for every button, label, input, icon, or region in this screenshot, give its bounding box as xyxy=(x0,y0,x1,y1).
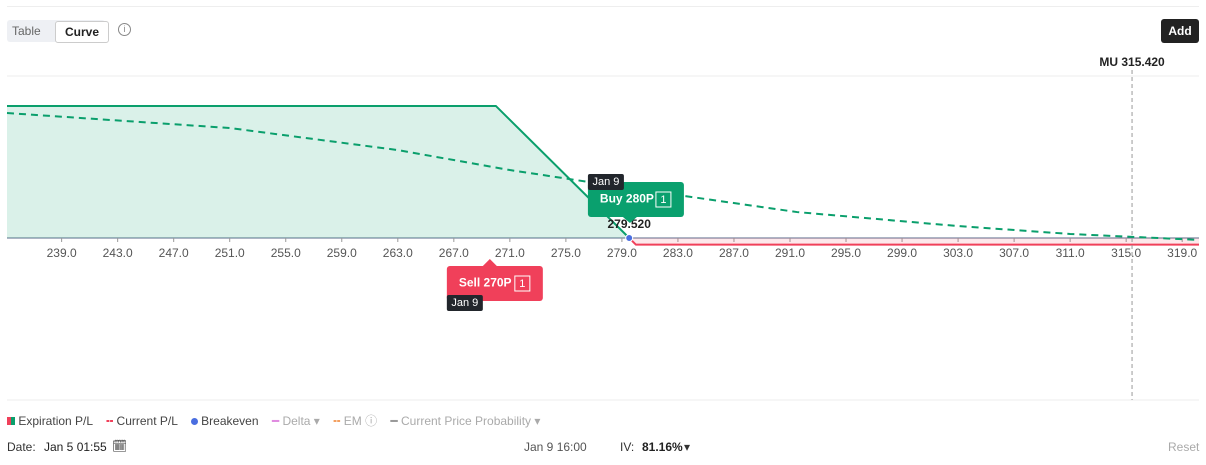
iv-value[interactable]: 81.16% xyxy=(642,440,683,454)
profit-area xyxy=(7,105,1199,238)
expiry: Jan 9 16:00 xyxy=(524,440,587,454)
legend-swatch xyxy=(190,418,198,425)
info-icon[interactable]: i xyxy=(118,23,131,36)
legend-item[interactable]: Current P/L xyxy=(116,414,178,428)
breakeven-dot xyxy=(625,234,634,242)
breakeven-label: 279.520 xyxy=(607,217,651,231)
x-tick-label: 275.0 xyxy=(551,246,581,260)
x-tick-label: 267.0 xyxy=(439,246,469,260)
expiry-label: Jan 9 xyxy=(451,297,478,309)
x-tick-label: 243.0 xyxy=(103,246,133,260)
x-tick-label: 287.0 xyxy=(719,246,749,260)
date-value[interactable]: Jan 5 01:55 xyxy=(44,440,107,454)
x-tick-label: 279.0 xyxy=(607,246,637,260)
date-label: Date: xyxy=(7,440,36,454)
legend-item[interactable]: EM xyxy=(343,414,362,428)
x-tick-label: 259.0 xyxy=(327,246,357,260)
iv-caret[interactable]: ▾ xyxy=(684,440,691,454)
legend-item[interactable]: Expiration P/L xyxy=(18,414,93,428)
expiry-label: Jan 9 xyxy=(592,176,619,188)
x-tick-label: 263.0 xyxy=(383,246,413,260)
leg-qty-box xyxy=(655,191,672,208)
x-tick-label: 239.0 xyxy=(47,246,77,260)
legend-item[interactable]: Breakeven xyxy=(201,414,259,428)
x-tick-label: 283.0 xyxy=(663,246,693,260)
x-tick-label: 251.0 xyxy=(215,246,245,260)
current-price-label: MU 315.420 xyxy=(1099,55,1165,69)
leg-box xyxy=(587,182,684,217)
legend-item[interactable]: Current Price Probability xyxy=(401,414,532,428)
leg-qty: 1 xyxy=(660,194,666,206)
tab-active[interactable]: Curve xyxy=(55,21,110,43)
leg-label: Buy 280P xyxy=(600,192,654,206)
legend-item[interactable]: Delta xyxy=(282,414,311,428)
legend-swatch: ╍ xyxy=(105,414,114,428)
x-tick-label: 271.0 xyxy=(495,246,525,260)
x-tick-label: 291.0 xyxy=(775,246,805,260)
legend-swatch: ━ xyxy=(271,414,280,428)
legend-swatch: ━ xyxy=(390,414,398,428)
leg-tag: Buy 280P 1 Jan 9 xyxy=(587,174,684,223)
loss-area xyxy=(7,238,1199,245)
x-tick-label: 307.0 xyxy=(999,246,1029,260)
x-tick-label: 295.0 xyxy=(831,246,861,260)
x-tick-label: 299.0 xyxy=(887,246,917,260)
x-tick-label: 303.0 xyxy=(943,246,973,260)
x-tick-label: 255.0 xyxy=(271,246,301,260)
expiry-tag xyxy=(587,174,624,190)
leg-qty: 1 xyxy=(519,278,525,290)
leg-label: Sell 270P xyxy=(459,276,512,290)
chart: 239.0 243.0 247.0 251.0 255.0 259.0 263.0 267.0… xyxy=(6,55,1200,401)
legend-swatch: ╍ xyxy=(333,414,341,428)
x-tick-label: 311.0 xyxy=(1056,246,1085,260)
x-tick-label: 247.0 xyxy=(159,246,189,260)
top-border xyxy=(7,6,1199,7)
expiry-tag xyxy=(446,295,483,311)
x-tick-label: 315.0 xyxy=(1111,246,1141,260)
expiration-line-loss xyxy=(627,238,1199,246)
iv-label: IV: xyxy=(620,440,635,454)
leg-box xyxy=(446,266,543,301)
add-button[interactable]: Add xyxy=(1161,19,1199,43)
calendar-icon[interactable]: 🗓 xyxy=(112,439,128,453)
reset-button[interactable]: Reset xyxy=(1168,440,1200,454)
leg-pointer xyxy=(622,217,637,223)
expiration-line xyxy=(7,104,631,238)
legend-swatch xyxy=(7,417,15,425)
leg-qty-box xyxy=(514,275,531,292)
x-tick-label: 319.0 xyxy=(1167,246,1197,260)
tab[interactable]: Table xyxy=(12,24,41,38)
leg-pointer xyxy=(482,259,497,266)
leg-tag: Sell 270P 1 Jan 9 xyxy=(446,259,543,311)
legend: Expiration P/L ╍ Current P/L Breakeven ━… xyxy=(7,412,1199,429)
